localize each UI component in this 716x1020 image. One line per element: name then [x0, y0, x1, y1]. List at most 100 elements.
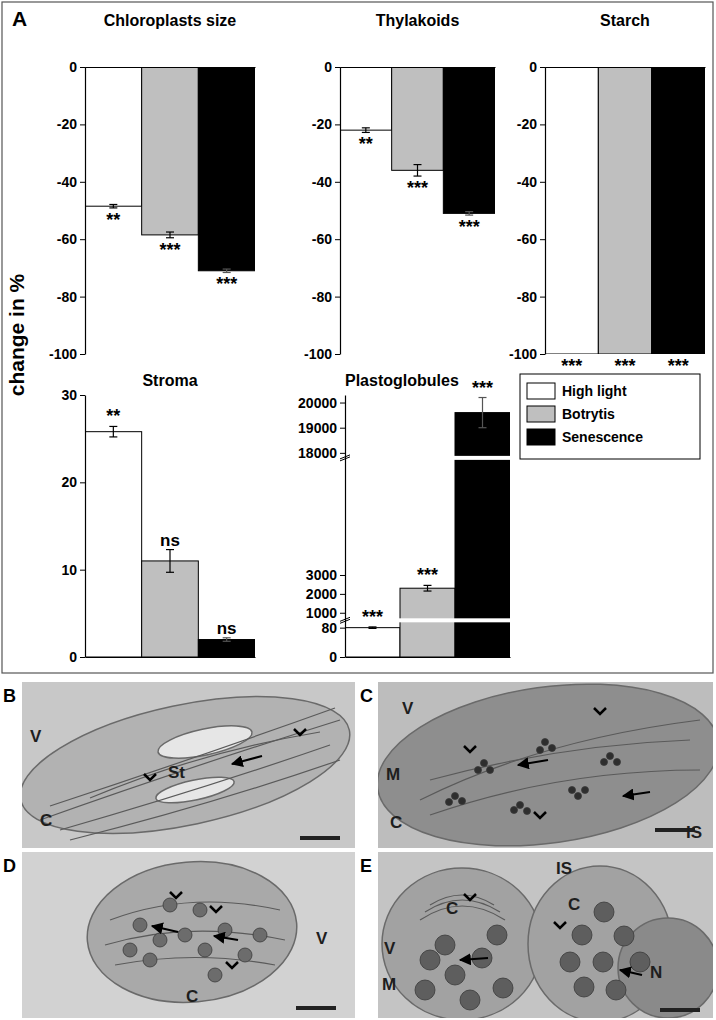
error-bar [166, 232, 174, 238]
y-tick: -100 [49, 346, 85, 362]
y-tick-label: -20 [312, 116, 332, 132]
error-bar [369, 627, 377, 628]
bar [400, 588, 455, 657]
error-cap [109, 207, 117, 208]
y-tick-label: -20 [57, 116, 77, 132]
y-tick-label: 20 [61, 474, 77, 490]
figure-svg: Achange in %Chloroplasts size0-20-40-60-… [0, 0, 716, 1020]
y-tick-mark [340, 575, 345, 576]
significance-label: *** [362, 607, 383, 627]
legend-label: High light [562, 383, 627, 399]
error-cap [479, 427, 487, 428]
chart-title: Starch [600, 12, 650, 29]
y-tick-mark [340, 657, 345, 658]
y-tick-label: 18000 [298, 445, 337, 461]
y-tick: -40 [517, 174, 545, 190]
plastoglobule [606, 980, 626, 1000]
plastoglobule [133, 918, 147, 932]
y-tick-mark [335, 182, 340, 183]
plastoglobule [198, 943, 212, 957]
y-tick: 19000 [298, 420, 345, 436]
bar-chart: Thylakoids0-20-40-60-80-100******** [304, 12, 496, 362]
plastoglobule [569, 787, 576, 794]
y-tick-label: -60 [57, 231, 77, 247]
error-bar [424, 585, 432, 591]
y-tick: 30 [61, 387, 85, 403]
bar [198, 67, 255, 271]
y-axis: 0 10 20 30 [61, 387, 85, 665]
plastoglobule [574, 977, 594, 997]
y-tick: -20 [312, 116, 340, 132]
panel-letter: B [3, 686, 16, 706]
y-tick-mark [80, 657, 85, 658]
micrograph-label: C [446, 899, 458, 918]
y-tick-mark [80, 482, 85, 483]
legend-swatch [527, 406, 555, 422]
bar [85, 67, 142, 206]
y-tick-mark [540, 67, 545, 68]
error-bar [465, 212, 473, 215]
y-tick-label: 0 [69, 59, 77, 75]
plot-area [340, 67, 495, 215]
plastoglobule [630, 952, 650, 972]
chart-title: Stroma [142, 372, 197, 389]
x-axis-line [86, 657, 256, 658]
y-tick: 0 [69, 649, 85, 665]
plastoglobule [607, 753, 614, 760]
plastoglobule [582, 787, 589, 794]
plastoglobule [593, 952, 613, 972]
bar [345, 628, 400, 657]
y-tick: 20000 [298, 395, 345, 411]
significance-label: *** [159, 240, 180, 260]
y-tick-mark [335, 124, 340, 125]
thylakoid [50, 708, 335, 806]
bar-chart: Starch0-20-40-60-80-100********* [509, 12, 706, 376]
chevron [210, 906, 222, 912]
error-bar [166, 550, 174, 573]
x-axis-line [86, 67, 256, 68]
arrow [620, 970, 642, 975]
significance-label: *** [407, 178, 428, 198]
plastoglobule [575, 793, 582, 800]
plastoglobule [460, 990, 480, 1010]
error-cap [369, 628, 377, 629]
error-bar [223, 638, 231, 641]
y-tick: 0 [529, 59, 545, 75]
bar [443, 67, 495, 213]
y-tick-mark [335, 354, 340, 355]
plot-area [85, 67, 255, 272]
plastoglobule [601, 759, 608, 766]
y-tick: 18000 [298, 445, 345, 461]
micrograph-panel: BVStC [3, 671, 362, 858]
error-cap [223, 268, 231, 269]
panel-letter: A [12, 7, 27, 30]
bar-chart: Stroma0102030**nsns [61, 372, 255, 665]
y-axis: 0-20-40-60-80-100 [49, 59, 86, 362]
micrograph-label: V [316, 929, 328, 948]
plot-area [85, 426, 255, 657]
thylakoid [40, 720, 340, 820]
micrograph-label: C [568, 895, 580, 914]
chevron [464, 894, 476, 900]
plastoglobule [446, 799, 453, 806]
error-bar [223, 269, 231, 272]
y-tick: 10 [61, 562, 85, 578]
plastoglobule [475, 767, 482, 774]
plastoglobule [572, 925, 592, 945]
legend-label: Botrytis [562, 406, 615, 422]
plastoglobule [208, 968, 222, 982]
plastoglobule [487, 925, 507, 945]
y-tick: -80 [517, 289, 545, 305]
organelle [382, 868, 542, 1018]
y-tick-mark [340, 628, 345, 629]
y-tick: 80 [321, 620, 345, 636]
significance-label: *** [668, 356, 689, 376]
micrograph-label: IS [556, 859, 572, 878]
y-tick-label: -80 [517, 289, 537, 305]
y-tick-label: -40 [57, 174, 77, 190]
y-tick-label: -60 [312, 231, 332, 247]
plastoglobule [517, 802, 524, 809]
error-line [169, 232, 170, 238]
micrograph-image [378, 682, 713, 848]
y-tick-mark [335, 67, 340, 68]
